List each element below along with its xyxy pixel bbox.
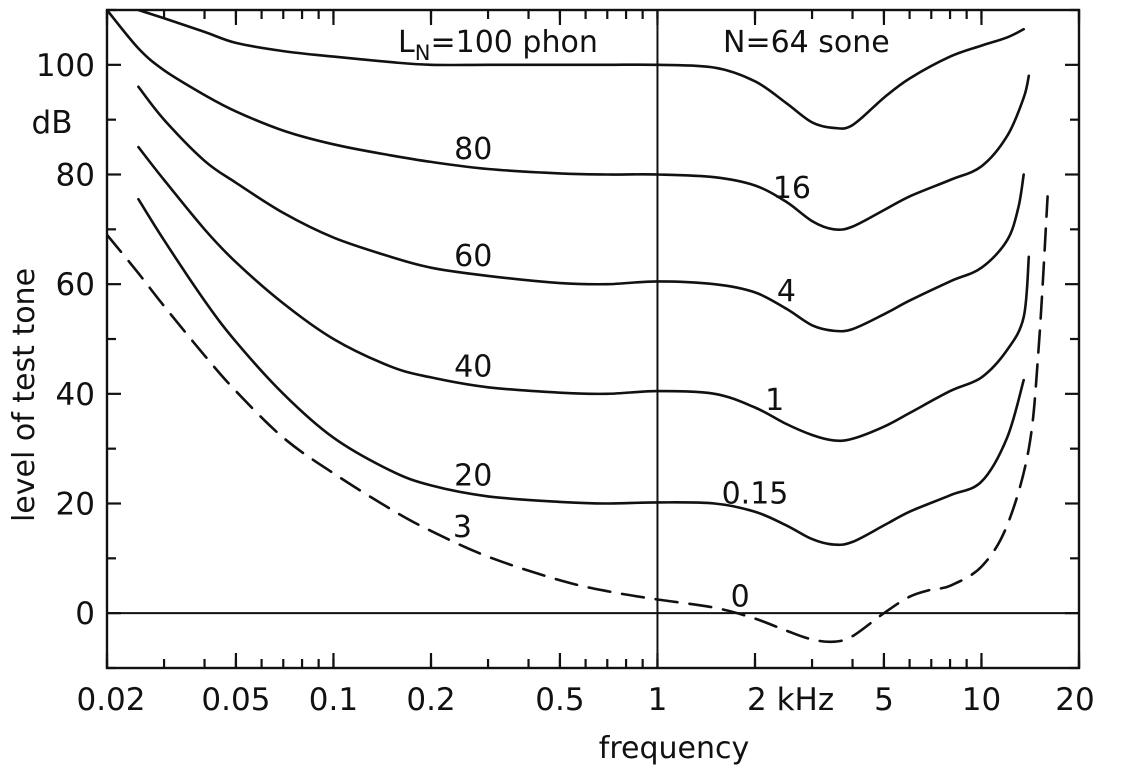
x-tick-label: 0.2: [406, 682, 455, 718]
equal-loudness-curve-0: [137, 10, 1025, 130]
curve-labels: LN=100 phon N=64 sone 80 16 60 4 40 1 20 0.15 3 0: [398, 25, 890, 615]
y-tick-label: 100: [36, 48, 95, 84]
x-tick-label: 10: [962, 682, 1001, 718]
x-tick-label: 5: [874, 682, 894, 718]
x-tick-label: 0.05: [201, 682, 270, 718]
y-tick-label: 80: [56, 158, 95, 194]
phon-label: LN=100 phon: [398, 25, 598, 65]
y-axis-title: level of test tone: [7, 268, 42, 522]
sone-label: 0.15: [722, 477, 789, 512]
hearing-threshold-curve: [107, 195, 1049, 644]
sone-label: N=64 sone: [723, 25, 890, 60]
loudness-curves: [107, 10, 1079, 668]
x-tick-label: 0.5: [535, 682, 584, 718]
y-tick-label: 40: [56, 377, 95, 413]
y-axis-unit: dB: [32, 105, 73, 141]
phon-label: 80: [454, 132, 492, 167]
x-tick-label: 0.02: [76, 682, 145, 718]
sone-label: 0: [731, 580, 750, 615]
equal-loudness-curve-4: [137, 197, 1025, 547]
x-tick-label: 2 kHz: [747, 682, 834, 718]
x-tick-label: 0.1: [309, 682, 358, 718]
x-axis-title: frequency: [599, 731, 749, 766]
phon-label: 60: [454, 239, 492, 274]
phon-label: 20: [454, 459, 492, 494]
equal-loudness-curve-3: [137, 145, 1031, 443]
equal-loudness-curve-1: [107, 10, 1031, 232]
equal-loudness-curve-2: [137, 85, 1025, 333]
y-tick-label: 20: [56, 487, 95, 523]
x-tick-label: 20: [1055, 682, 1094, 718]
sone-label: 1: [765, 383, 784, 418]
sone-label: 16: [773, 171, 811, 206]
sone-label: 4: [777, 274, 796, 309]
y-tick-label: 0: [75, 596, 95, 632]
phon-label: 40: [454, 350, 492, 385]
y-tick-label: 60: [56, 267, 95, 303]
phon-label: 3: [453, 510, 472, 545]
plot-frame: [105, 8, 1081, 670]
x-tick-label: 1: [648, 682, 668, 718]
